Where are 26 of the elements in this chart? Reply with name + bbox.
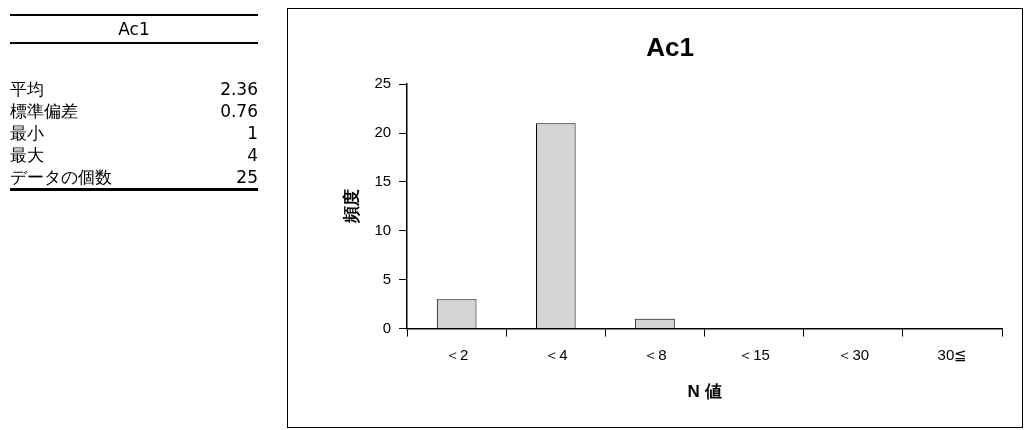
x-tick-label: ＜4 [544, 345, 568, 363]
x-tick-label: ＜15 [738, 345, 770, 363]
x-axis-title: N 値 [687, 382, 722, 402]
y-tick-label: 20 [374, 123, 392, 141]
y-tick-label: 15 [374, 172, 392, 190]
x-tick-label: ＜8 [643, 345, 667, 363]
data-label: 2.36 [220, 78, 258, 100]
y-tick-label: 25 [374, 74, 392, 92]
y-tick-label: 10 [374, 220, 392, 238]
data-label: 4 [247, 144, 258, 166]
x-tick-label: ＜30 [837, 345, 870, 363]
chart-title: Ac1 [646, 31, 694, 62]
text: Ac1 [10, 14, 258, 44]
category-label: 標準偏差 [10, 100, 78, 122]
data-label: 1 [247, 122, 258, 144]
y-axis-title: 頻度 [341, 189, 361, 225]
x-tick-label: ＜2 [444, 345, 469, 363]
x-tick-label: 30≦ [937, 345, 968, 363]
category-label: データの個数 [10, 166, 112, 188]
y-tick-label: 5 [382, 269, 392, 287]
data-label: 0.76 [220, 100, 258, 122]
data-label: 25 [236, 166, 258, 188]
category-label: 平均 [10, 78, 44, 100]
y-tick-label: 0 [382, 318, 392, 336]
category-label: 最大 [10, 144, 44, 166]
category-label: 最小 [10, 122, 44, 144]
